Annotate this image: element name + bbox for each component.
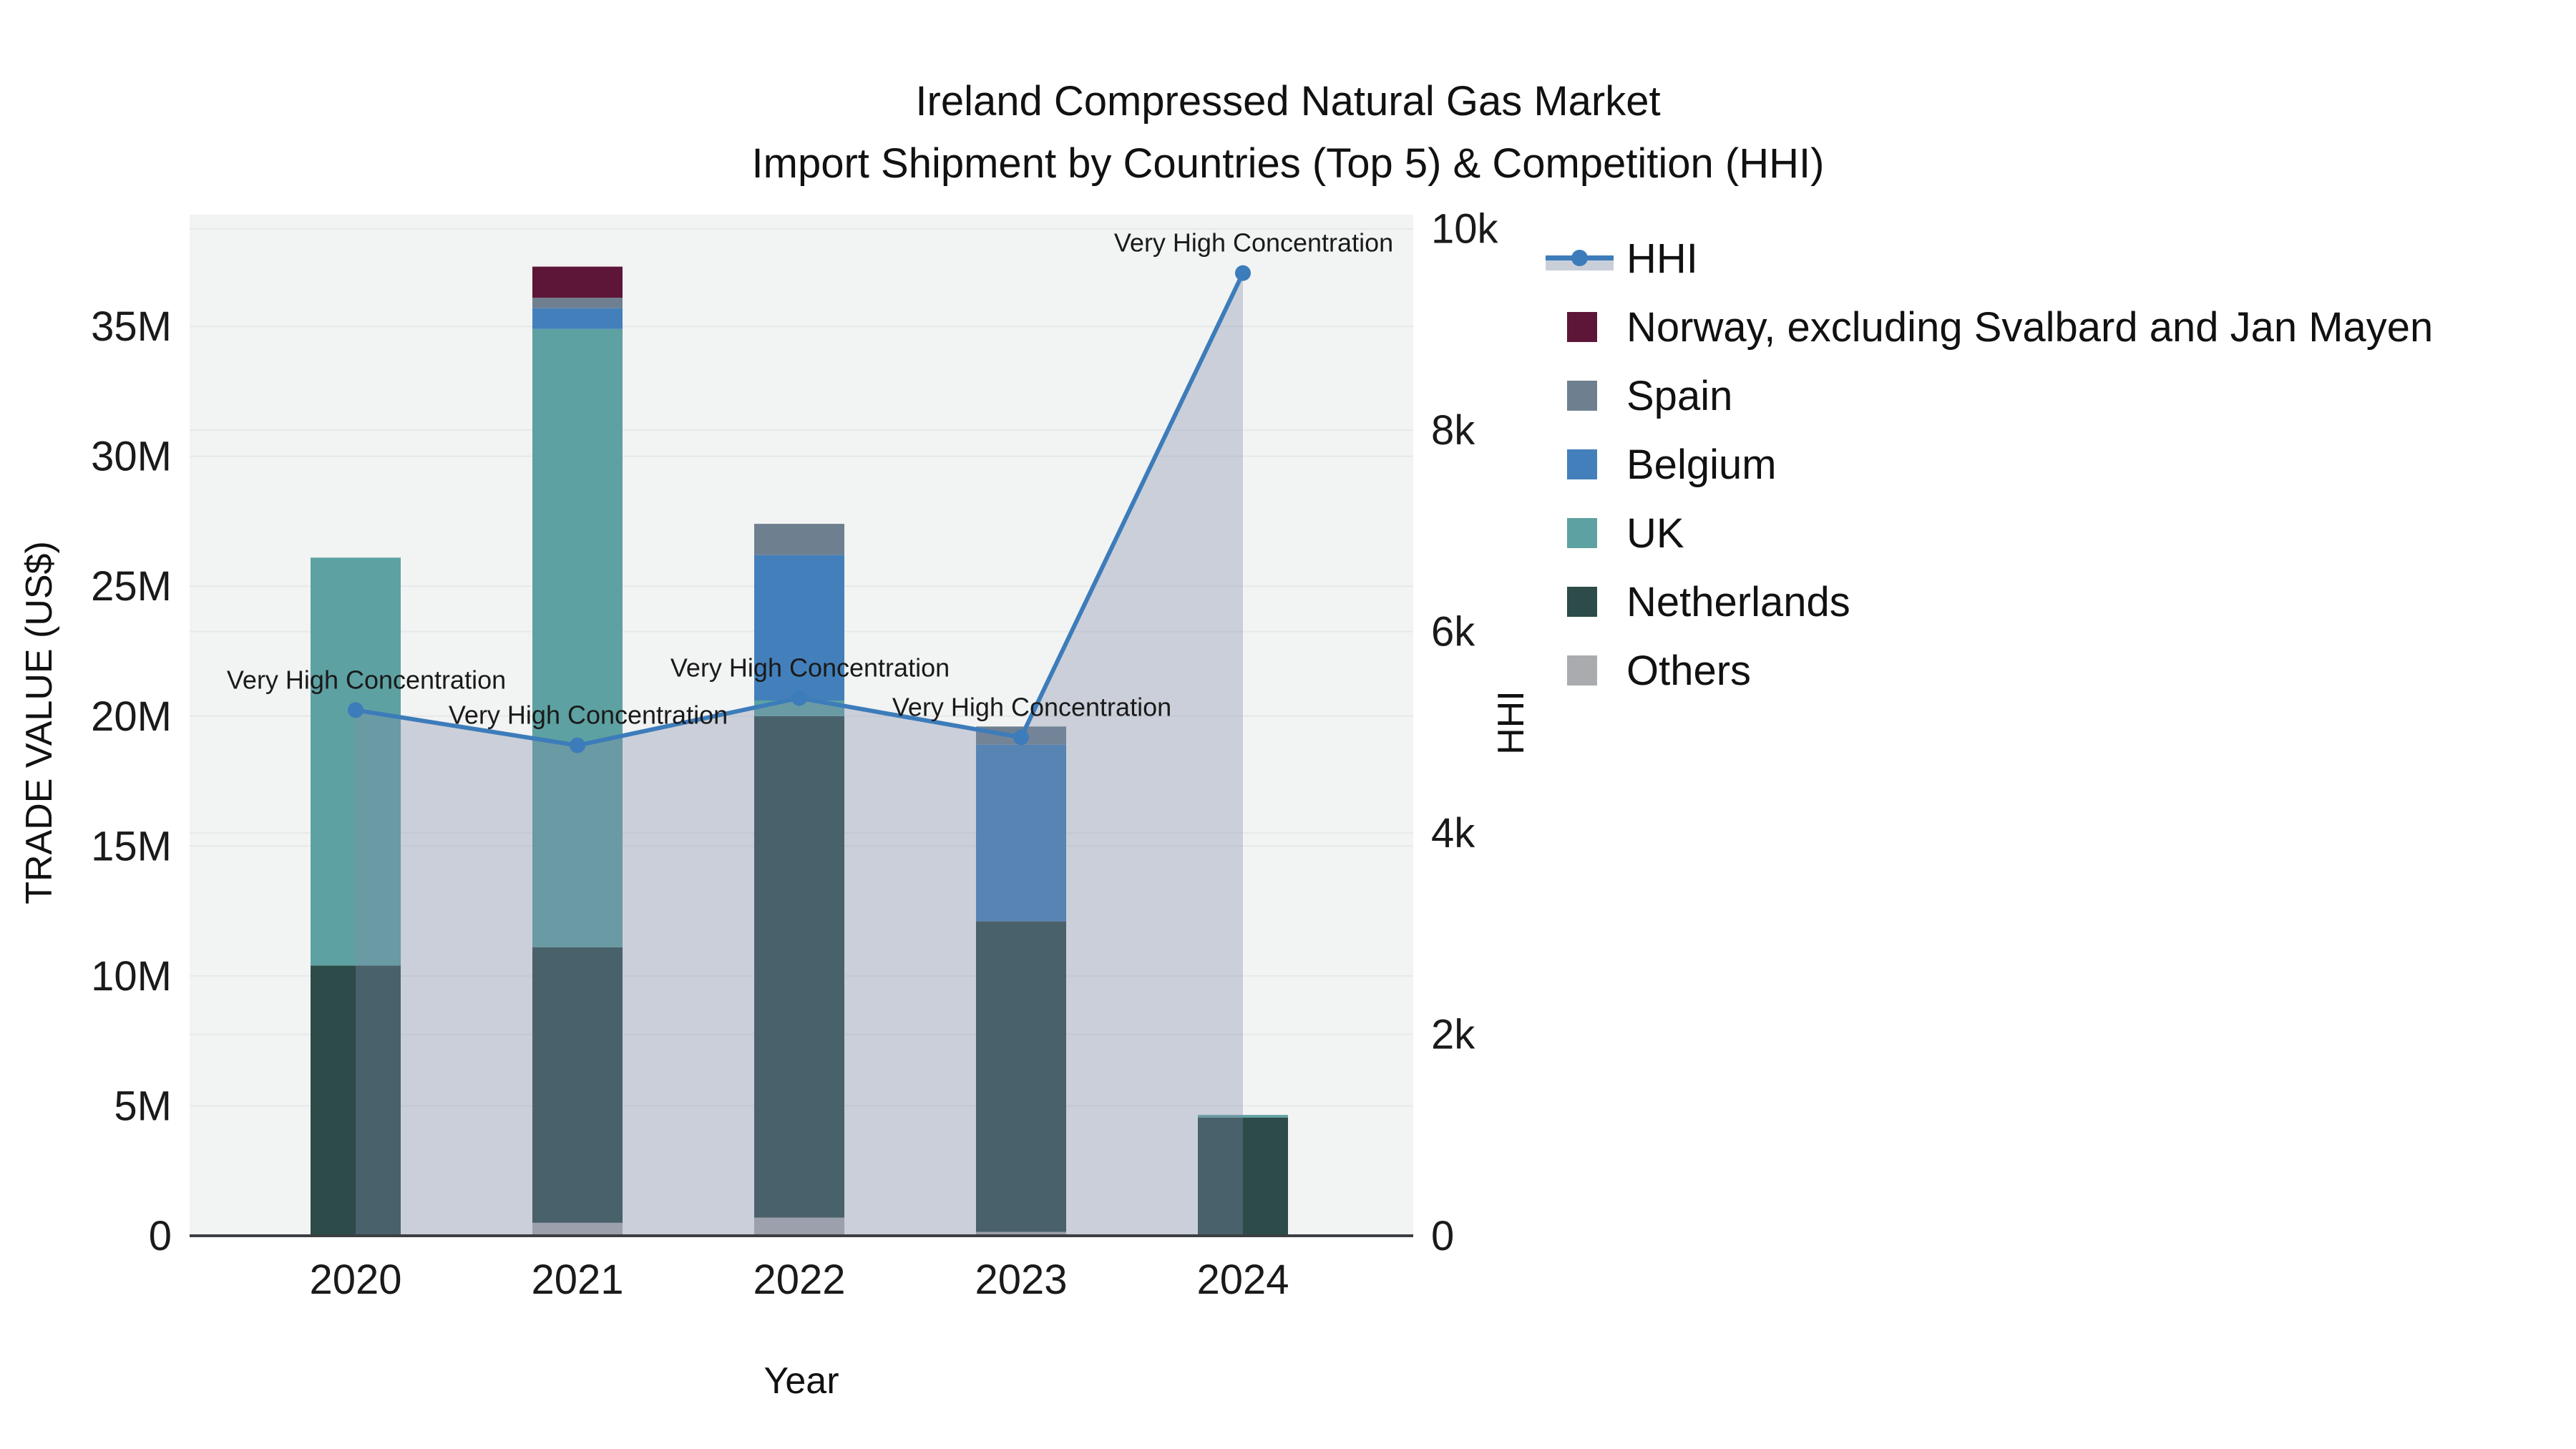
x-tick-label: 2023	[975, 1257, 1067, 1303]
x-tick-label: 2024	[1196, 1257, 1289, 1303]
legend-label: Belgium	[1626, 441, 1777, 488]
hhi-marker	[1013, 729, 1029, 746]
y-right-tick-label: 4k	[1431, 810, 1475, 857]
bar-segment	[1198, 1117, 1288, 1236]
bar-segment	[532, 266, 623, 298]
legend-swatch-icon	[1546, 518, 1614, 548]
legend: HHI Norway, excluding Svalbard and Jan Ma…	[1546, 224, 2433, 705]
bar-segment	[532, 947, 623, 1223]
legend-swatch-icon	[1546, 312, 1614, 342]
bar-segment	[754, 1217, 844, 1236]
legend-item-norway-excluding-svalbard-and-jan-mayen[interactable]: Norway, excluding Svalbard and Jan Mayen	[1546, 293, 2433, 361]
hhi-annotation: Very High Concentration	[449, 701, 728, 730]
hhi-area-fill	[356, 273, 1243, 1236]
bar-segment	[532, 298, 623, 308]
chart-title-line2: Import Shipment by Countries (Top 5) & C…	[751, 140, 1825, 187]
x-tick-label: 2020	[309, 1257, 401, 1303]
bar-segment	[311, 557, 401, 966]
y-axis-title-left: TRADE VALUE (US$)	[19, 541, 60, 904]
hhi-annotation: Very High Concentration	[227, 665, 506, 694]
legend-swatch-icon	[1546, 381, 1614, 411]
bar-segment	[976, 1231, 1066, 1236]
bar-segment	[532, 328, 623, 947]
legend-item-spain[interactable]: Spain	[1546, 361, 2433, 430]
x-tick-label: 2021	[531, 1257, 623, 1303]
legend-swatch-icon	[1546, 655, 1614, 686]
x-tick-label: 2022	[753, 1257, 845, 1303]
hhi-marker	[570, 737, 585, 753]
legend-swatch-icon	[1546, 449, 1614, 479]
legend-swatch-icon	[1546, 587, 1614, 617]
y-left-tick-label: 15M	[91, 823, 172, 869]
bar-segment	[754, 555, 844, 701]
bar-segment	[754, 524, 844, 555]
y-left-tick-label: 20M	[91, 693, 172, 740]
bar-segment	[1198, 1115, 1288, 1118]
hhi-annotation: Very High Concentration	[670, 653, 950, 683]
x-axis-title: Year	[763, 1360, 839, 1402]
bar-segment	[976, 744, 1066, 922]
legend-label: Norway, excluding Svalbard and Jan Mayen	[1626, 303, 2434, 351]
legend-item-hhi[interactable]: HHI	[1546, 224, 2433, 293]
y-right-tick-label: 8k	[1431, 407, 1475, 454]
y-left-tick-label: 5M	[114, 1083, 172, 1129]
y-right-tick-label: 6k	[1431, 609, 1475, 655]
bar-segment	[532, 1222, 623, 1236]
y-left-tick-label: 30M	[91, 434, 172, 480]
legend-item-others[interactable]: Others	[1546, 636, 2433, 705]
legend-item-belgium[interactable]: Belgium	[1546, 430, 2433, 499]
hhi-marker	[348, 702, 364, 718]
legend-label: UK	[1626, 509, 1684, 557]
hhi-marker	[791, 690, 807, 706]
hhi-annotation: Very High Concentration	[1114, 228, 1393, 258]
legend-label: Netherlands	[1626, 578, 1850, 625]
y-left-tick-label: 25M	[91, 563, 172, 610]
y-axis-title-right: HHI	[1491, 691, 1532, 755]
y-right-tick-label: 0	[1431, 1213, 1454, 1259]
legend-label: Others	[1626, 647, 1752, 694]
y-left-tick-label: 10M	[91, 953, 172, 1000]
legend-item-uk[interactable]: UK	[1546, 499, 2433, 567]
y-left-tick-label: 0	[149, 1213, 172, 1259]
y-right-tick-label: 2k	[1431, 1012, 1475, 1058]
legend-item-netherlands[interactable]: Netherlands	[1546, 567, 2433, 636]
legend-label: HHI	[1626, 235, 1698, 282]
legend-label: Spain	[1626, 372, 1733, 419]
chart-title-line1: Ireland Compressed Natural Gas Market	[915, 78, 1661, 125]
y-right-tick-label: 10k	[1431, 206, 1499, 253]
bar-segment	[532, 308, 623, 329]
bar-segment	[976, 921, 1066, 1232]
legend-line-icon	[1546, 243, 1614, 273]
bar-segment	[754, 716, 844, 1218]
hhi-annotation: Very High Concentration	[892, 692, 1171, 721]
bar-segment	[311, 965, 401, 1236]
hhi-marker	[1235, 265, 1251, 281]
chart-title: Ireland Compressed Natural Gas Market Im…	[0, 70, 2576, 195]
y-left-tick-label: 35M	[91, 303, 172, 350]
